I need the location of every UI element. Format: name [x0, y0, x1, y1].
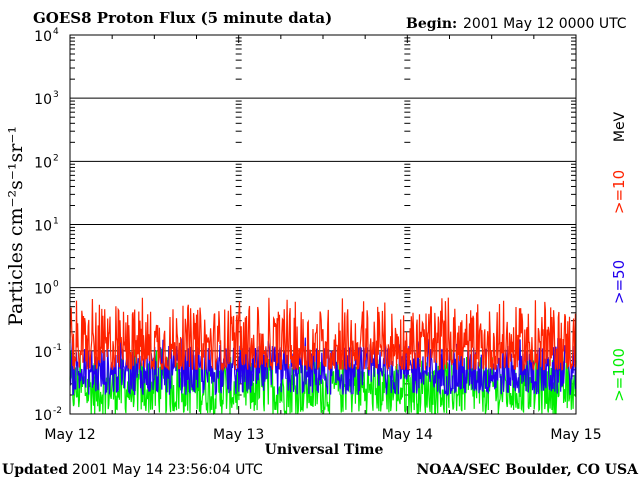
- begin-value: 2001 May 12 0000 UTC: [463, 16, 627, 32]
- x-tick-label: May 13: [213, 427, 264, 443]
- y-tick-exp: -2: [53, 406, 62, 416]
- y-tick-base: 10: [34, 155, 52, 171]
- series-line: [69, 297, 576, 372]
- y-tick-base: 10: [34, 219, 52, 235]
- x-tick-label: May 14: [382, 427, 433, 443]
- y-tick-base: 10: [34, 408, 52, 424]
- legend-entry: >=10: [610, 170, 628, 214]
- y-tick-label: 10 0: [34, 280, 59, 298]
- series-layer: [69, 297, 577, 416]
- y-axis-label: Particles cm⁻²s⁻¹sr⁻¹: [5, 126, 27, 326]
- y-tick-base: 10: [34, 29, 52, 45]
- y-tick-exp: 1: [53, 217, 59, 227]
- y-tick-exp: -1: [53, 343, 62, 353]
- x-tick-labels: May 12 May 13 May 14 May 15: [44, 427, 601, 443]
- y-tick-label: 10 1: [34, 217, 59, 235]
- y-tick-label: 10 -2: [34, 406, 62, 424]
- y-tick-label: 10 2: [34, 153, 59, 171]
- x-tick-label: May 15: [550, 427, 601, 443]
- legend: >=10 >=50 >=100: [610, 170, 628, 402]
- chart-title: GOES8 Proton Flux (5 minute data): [33, 9, 332, 27]
- legend-entry: >=100: [610, 348, 628, 402]
- y-tick-exp: 3: [53, 90, 59, 100]
- begin-label: Begin:: [406, 16, 457, 32]
- y-tick-label: 10 -1: [34, 343, 62, 361]
- y-tick-base: 10: [34, 92, 52, 108]
- y-tick-exp: 0: [53, 280, 59, 290]
- y-tick-base: 10: [34, 282, 52, 298]
- updated-value: 2001 May 14 23:56:04 UTC: [72, 462, 263, 478]
- y-tick-label: 10 4: [34, 27, 59, 45]
- legend-unit: MeV: [612, 111, 628, 142]
- y-tick-label: 10 3: [34, 90, 59, 108]
- footer-credit: NOAA/SEC Boulder, CO USA: [417, 462, 640, 478]
- updated-label: Updated: [2, 462, 68, 478]
- legend-entry: >=50: [610, 260, 628, 304]
- plot-frame: [69, 34, 577, 415]
- x-tick-label: May 12: [44, 427, 95, 443]
- y-tick-exp: 4: [53, 27, 59, 37]
- y-tick-exp: 2: [53, 153, 59, 163]
- y-tick-base: 10: [34, 345, 52, 361]
- x-axis-label: Universal Time: [265, 442, 384, 458]
